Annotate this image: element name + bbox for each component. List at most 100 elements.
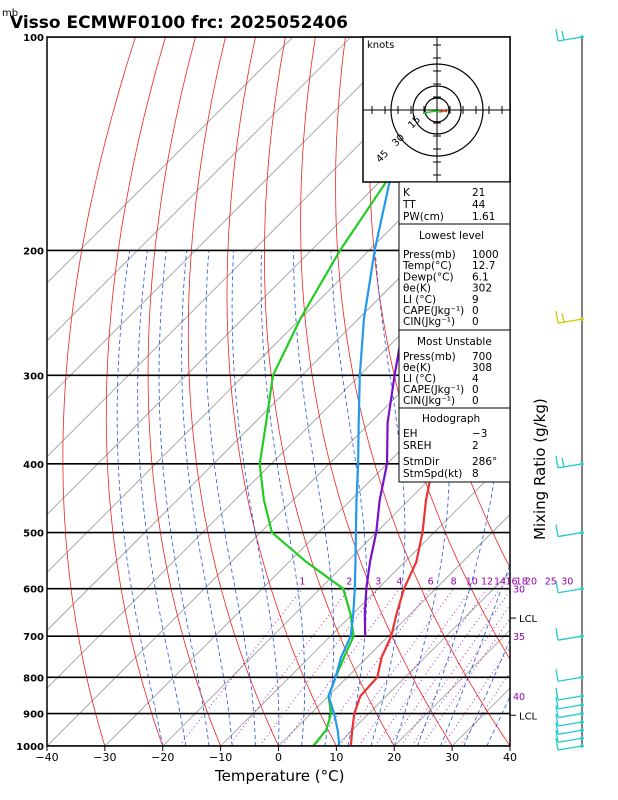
x-tick-label: 30 — [445, 751, 459, 764]
hodograph-indices-title: Hodograph — [422, 413, 480, 425]
dry-adiabat-line — [525, 37, 618, 746]
mixing-ratio-label: 3 — [375, 577, 381, 588]
wind-barb — [557, 695, 583, 701]
mixing-ratio-line — [400, 590, 510, 746]
lowest-level-label: Dewp(°C) — [403, 271, 454, 283]
indices-panel: K 21 TT 44 PW(cm) 1.61 Lowest level Pres… — [398, 181, 511, 483]
pressure-tick-label: 600 — [23, 585, 44, 596]
most-unstable-value: 4 — [472, 373, 479, 385]
hodograph: knots 15 30 45 — [362, 36, 511, 183]
index-pw-value: 1.61 — [472, 211, 495, 223]
wind-barb-column — [555, 28, 584, 751]
wind-barb-flag — [555, 730, 559, 743]
lowest-level-value: 1000 — [472, 249, 499, 261]
lcl-label: LCL — [519, 711, 538, 722]
y-axis-title: Mixing Ratio (g/kg) — [531, 398, 549, 540]
mixing-ratio-label: 18 — [516, 577, 528, 588]
mixing-ratio-line — [314, 588, 432, 746]
wind-barb-flag — [561, 457, 565, 468]
dry-adiabat-line — [62, 37, 136, 746]
pressure-tick-label: 1000 — [16, 742, 44, 753]
wind-barb — [557, 635, 583, 641]
moist-adiabat-line — [137, 250, 187, 746]
mixing-ratio-line — [259, 588, 379, 746]
most-unstable-title: Most Unstable — [417, 336, 492, 348]
hodograph-indices-box — [398, 407, 511, 483]
dry-adiabat-line — [585, 37, 618, 746]
most-unstable-value: 700 — [472, 351, 492, 363]
dry-adiabat-line — [187, 37, 279, 746]
hodograph-units: knots — [367, 40, 394, 51]
lowest-level-label: θe(K) — [403, 283, 431, 295]
mixing-ratio-line — [442, 646, 510, 746]
hodo-eh-value: −3 — [472, 428, 487, 440]
hodograph-rings — [363, 37, 510, 182]
pressure-axis: 100 200 300 400 500 600 700 800 900 1000 — [16, 33, 44, 753]
isotherm-line — [47, 37, 352, 342]
lowest-level-label: CIN(Jkg⁻¹) — [403, 316, 455, 328]
wind-barb-flag — [555, 28, 559, 42]
mixing-ratio-label: 25 — [545, 577, 557, 588]
index-k-label: K — [403, 187, 411, 199]
most-unstable-value: 308 — [472, 362, 492, 374]
wind-barb-flag — [561, 30, 565, 41]
mixing-ratio-label: 30 — [561, 577, 573, 588]
mixing-ratio-line — [411, 604, 510, 746]
dry-adiabat-line — [300, 37, 453, 746]
lowest-level-value: 0 — [472, 305, 479, 317]
wind-barb — [557, 531, 583, 538]
wind-barb — [557, 721, 583, 727]
moist-adiabat-line — [231, 250, 280, 746]
dry-adiabat-line — [105, 37, 166, 746]
x-tick-label: 0 — [275, 751, 282, 764]
pressure-tick-label: 800 — [23, 673, 44, 684]
x-axis-title: Temperature (°C) — [214, 767, 344, 785]
mixing-ratio-line — [358, 588, 473, 746]
wind-barb — [557, 704, 583, 710]
wind-barb — [557, 676, 583, 682]
wind-barb-flag — [555, 713, 559, 727]
isotherm-line — [336, 571, 510, 746]
mixing-ratio-label: 14 — [494, 577, 506, 588]
mixing-ratio-label: 1 — [299, 577, 305, 588]
isotherm-line — [47, 166, 510, 631]
x-tick-label: −10 — [209, 751, 232, 764]
most-unstable-label: CAPE(Jkg⁻¹) — [403, 384, 464, 396]
hodo-stmspd-value: 8 — [472, 468, 479, 480]
index-k-value: 21 — [472, 187, 485, 199]
x-tick-label: 40 — [503, 751, 517, 764]
pressure-tick-label: 100 — [23, 33, 44, 44]
moist-adiabat-line — [116, 250, 164, 746]
lowest-level-value: 0 — [472, 316, 479, 328]
wind-barb-flag — [555, 524, 559, 537]
wind-barb-flag — [561, 312, 565, 323]
pressure-tick-label: 400 — [23, 460, 44, 471]
wind-barb — [557, 729, 583, 735]
mixing-ratio-label: 2 — [346, 577, 352, 588]
mixing-ratio-label: 16 — [505, 577, 517, 588]
pressure-tick-label: 700 — [23, 632, 44, 643]
lowest-level-label: LI (°C) — [403, 294, 436, 306]
mixing-ratio-label: 4 — [397, 577, 403, 588]
pressure-tick-label: 500 — [23, 529, 44, 540]
moist-adiabat-line — [181, 250, 233, 746]
moist-adiabat-line — [158, 250, 210, 746]
chart-title: Visso ECMWF0100 frc: 2025052406 — [10, 13, 348, 33]
most-unstable-label: θe(K) — [403, 362, 431, 374]
lowest-level-rows: Press(mb) 1000 Temp(°C) 12.7 Dewp(°C) 6.1 θe(K… — [402, 249, 499, 328]
lowest-level-value: 6.1 — [472, 271, 489, 283]
hodo-eh-label: EH — [403, 428, 418, 440]
wind-barb — [557, 36, 583, 42]
moist-adiabat-line — [293, 250, 335, 746]
mixing-ratio-line — [374, 588, 488, 746]
mixing-ratio-label: 8 — [451, 577, 457, 588]
wind-barb — [557, 588, 583, 594]
pressure-tick-label: 900 — [23, 710, 44, 721]
mixing-ratio-label: 10 — [466, 577, 478, 588]
mixing-ratio-line — [228, 588, 350, 746]
x-tick-label: 20 — [387, 751, 401, 764]
most-unstable-value: 0 — [472, 395, 479, 407]
dry-adiabat-line — [335, 37, 510, 746]
wind-barb — [557, 712, 583, 719]
